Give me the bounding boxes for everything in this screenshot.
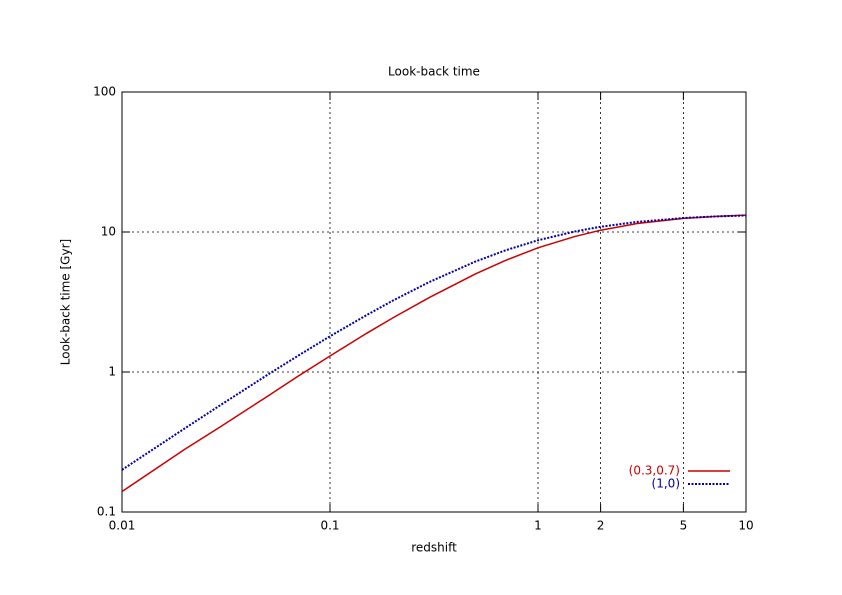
x-tick-label: 0.01 bbox=[109, 519, 136, 533]
x-tick-label: 10 bbox=[738, 519, 753, 533]
x-axis-label: redshift bbox=[411, 541, 457, 555]
y-tick-label: 100 bbox=[93, 85, 116, 99]
x-tick-label: 0.1 bbox=[320, 519, 339, 533]
plot-frame bbox=[121, 91, 747, 513]
y-tick-label: 1 bbox=[108, 365, 116, 379]
y-axis-label: Look-back time [Gyr] bbox=[59, 239, 73, 365]
chart-title: Look-back time bbox=[388, 65, 480, 79]
y-tick-label: 10 bbox=[101, 225, 116, 239]
data-line bbox=[121, 214, 747, 493]
y-tick-label: 0.1 bbox=[97, 505, 116, 519]
legend-label: (1,0) bbox=[652, 477, 680, 491]
legend-label: (0.3,0.7) bbox=[629, 464, 680, 478]
x-tick-label: 5 bbox=[680, 519, 688, 533]
x-tick-label: 2 bbox=[597, 519, 605, 533]
x-tick-label: 1 bbox=[534, 519, 542, 533]
data-line bbox=[121, 214, 747, 471]
